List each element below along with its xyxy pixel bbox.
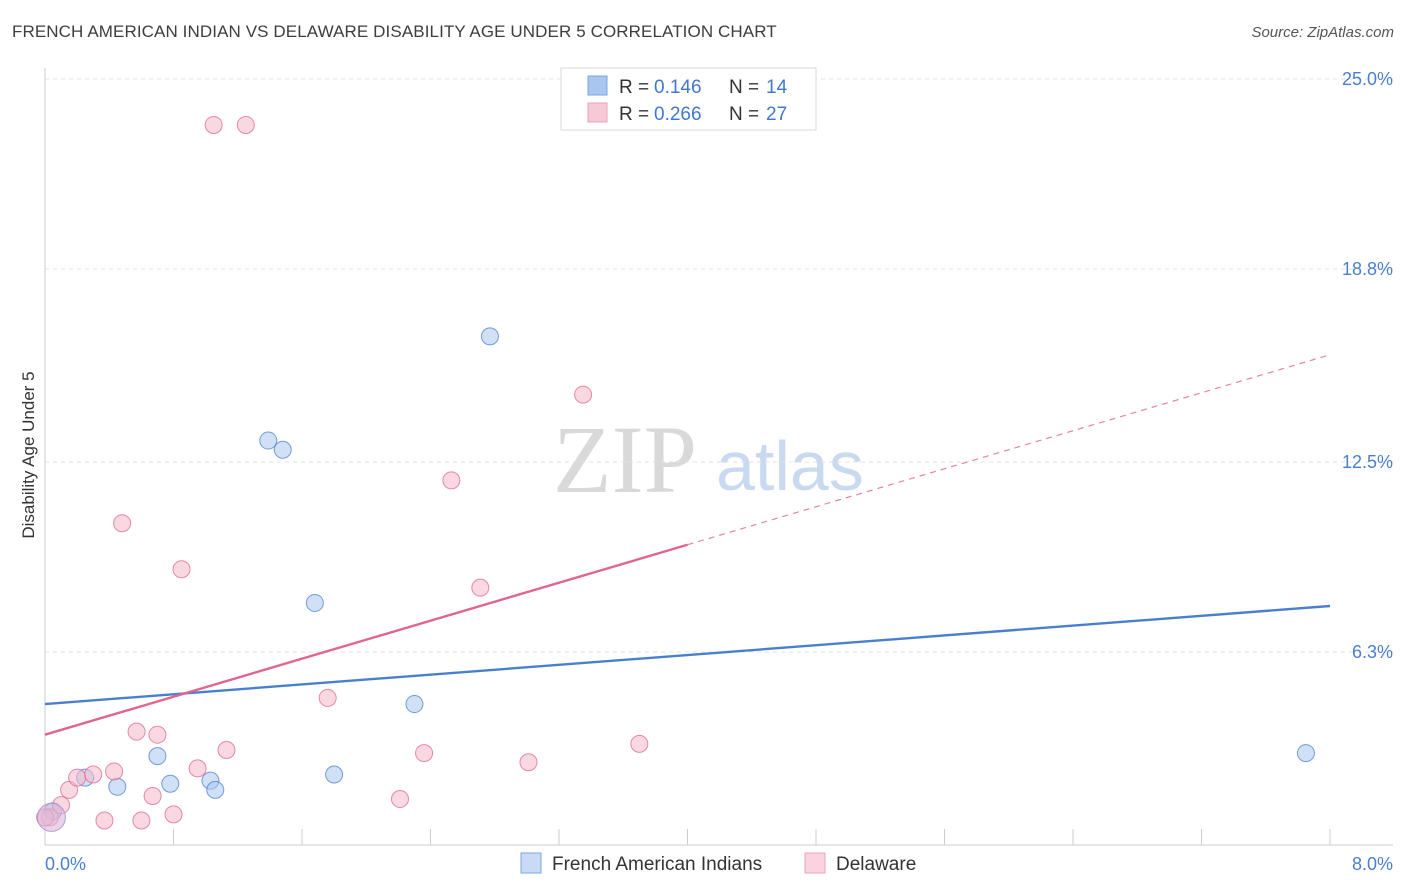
point-french-american-indians: [325, 765, 344, 784]
legend: R = 0.146 N = 14 R = 0.266 N = 27: [560, 67, 817, 131]
axes: [44, 68, 1393, 846]
point-delaware: [415, 744, 434, 763]
x-tick-label: 8.0%: [1352, 854, 1393, 874]
gridlines: [45, 78, 1393, 653]
point-french-american-indians: [206, 780, 225, 799]
bottom-legend-swatch-blue: [520, 852, 542, 874]
point-french-american-indians: [480, 327, 499, 346]
source-label: Source: ZipAtlas.com: [1251, 24, 1394, 41]
legend-r-label-1: R =: [619, 77, 649, 98]
point-french-american-indians: [405, 695, 424, 714]
point-delaware: [127, 722, 146, 741]
tick-labels: 6.3% 12.5% 18.8% 25.0% 0.0% 8.0%: [45, 69, 1393, 874]
y-tick-label: 6.3%: [1352, 642, 1393, 662]
point-french-american-indians: [259, 431, 278, 450]
legend-n-label-1: N =: [729, 77, 759, 98]
point-delaware: [630, 734, 649, 753]
point-french-american-indians: [1296, 744, 1315, 763]
trend-line-french-american-indians: [44, 604, 1331, 706]
point-delaware: [318, 688, 337, 707]
point-delaware: [132, 811, 151, 830]
legend-swatch-pink: [587, 102, 608, 123]
point-french-american-indians: [108, 777, 127, 796]
point-delaware: [574, 385, 593, 404]
trend-line-delaware: [44, 543, 688, 736]
point-delaware: [113, 514, 132, 533]
legend-n-value-2: 27: [766, 104, 787, 125]
x-tick-label: 0.0%: [45, 854, 86, 874]
legend-n-value-1: 14: [766, 77, 788, 98]
point-french-american-indians: [305, 593, 324, 612]
legend-n-label-2: N =: [729, 104, 759, 125]
point-french-american-indians: [161, 774, 180, 793]
y-tick-label: 18.8%: [1342, 259, 1393, 279]
point-delaware: [84, 765, 103, 784]
bottom-legend-label-1: French American Indians: [552, 854, 762, 875]
point-french-american-indians: [273, 440, 292, 459]
point-delaware: [95, 811, 114, 830]
point-delaware: [164, 805, 183, 824]
y-tick-label: 25.0%: [1342, 69, 1393, 89]
watermark-atlas: atlas: [716, 427, 864, 505]
legend-r-label-2: R =: [619, 104, 649, 125]
point-delaware: [519, 753, 538, 772]
point-delaware: [148, 725, 167, 744]
chart-title: FRENCH AMERICAN INDIAN VS DELAWARE DISAB…: [12, 22, 777, 41]
legend-swatch-blue: [587, 75, 608, 96]
point-delaware: [236, 115, 255, 134]
point-delaware: [217, 741, 236, 760]
point-cluster-origin: [36, 802, 66, 832]
point-delaware: [105, 762, 124, 781]
point-delaware: [143, 786, 162, 805]
bottom-legend-label-2: Delaware: [836, 854, 916, 875]
point-delaware: [390, 790, 409, 809]
y-tick-label: 12.5%: [1342, 452, 1393, 472]
legend-r-value-2: 0.266: [654, 104, 702, 125]
watermark-zip: ZIP: [553, 406, 697, 513]
point-french-american-indians: [148, 747, 167, 766]
trend-lines: [44, 354, 1331, 736]
bottom-legend-swatch-pink: [804, 852, 826, 874]
point-delaware: [188, 759, 207, 778]
bottom-legend: French American Indians Delaware: [520, 852, 916, 875]
legend-r-value-1: 0.146: [654, 77, 702, 98]
data-points: [36, 115, 1315, 832]
point-delaware: [68, 768, 87, 787]
point-delaware: [172, 560, 191, 579]
point-delaware: [204, 115, 223, 134]
y-axis-label: Disability Age Under 5: [19, 371, 38, 538]
trend-line-delaware-extension: [687, 354, 1331, 546]
point-delaware: [471, 578, 490, 597]
point-delaware: [442, 471, 461, 490]
